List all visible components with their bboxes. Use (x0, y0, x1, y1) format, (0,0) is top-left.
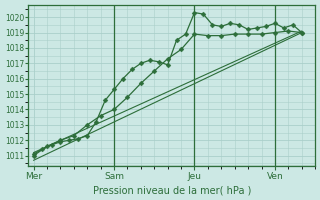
X-axis label: Pression niveau de la mer( hPa ): Pression niveau de la mer( hPa ) (92, 185, 251, 195)
